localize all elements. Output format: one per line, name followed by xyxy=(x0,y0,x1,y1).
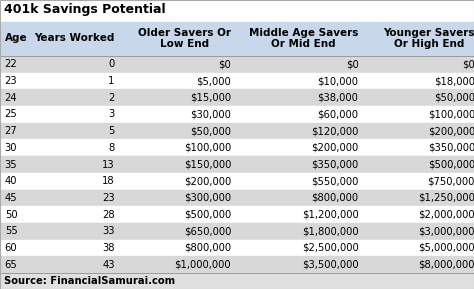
Text: 45: 45 xyxy=(5,193,18,203)
Text: $750,000: $750,000 xyxy=(428,176,474,186)
Text: 25: 25 xyxy=(5,110,18,119)
Bar xyxy=(0,89,474,106)
Text: Years Worked: Years Worked xyxy=(34,33,115,43)
Text: $38,000: $38,000 xyxy=(318,93,358,103)
Text: $300,000: $300,000 xyxy=(184,193,231,203)
Text: $120,000: $120,000 xyxy=(311,126,358,136)
Text: 55: 55 xyxy=(5,226,18,236)
Text: Age: Age xyxy=(5,33,27,43)
Text: $200,000: $200,000 xyxy=(428,126,474,136)
Bar xyxy=(0,56,474,73)
Bar xyxy=(0,0,474,22)
Text: 8: 8 xyxy=(109,143,115,153)
Text: 33: 33 xyxy=(102,226,115,236)
Text: 401k Savings Potential: 401k Savings Potential xyxy=(4,3,165,16)
Text: 65: 65 xyxy=(5,260,18,270)
Text: 18: 18 xyxy=(102,176,115,186)
Text: 3: 3 xyxy=(109,110,115,119)
Text: $8,000,000: $8,000,000 xyxy=(419,260,474,270)
Text: $18,000: $18,000 xyxy=(434,76,474,86)
Text: $2,000,000: $2,000,000 xyxy=(419,210,474,220)
Text: 38: 38 xyxy=(102,243,115,253)
Bar xyxy=(0,206,474,223)
Text: $30,000: $30,000 xyxy=(190,110,231,119)
Text: $3,000,000: $3,000,000 xyxy=(419,226,474,236)
Text: $1,250,000: $1,250,000 xyxy=(418,193,474,203)
Bar xyxy=(0,173,474,190)
Text: $500,000: $500,000 xyxy=(184,210,231,220)
Bar xyxy=(0,256,474,273)
Text: 5: 5 xyxy=(109,126,115,136)
Text: $3,500,000: $3,500,000 xyxy=(302,260,358,270)
Text: $10,000: $10,000 xyxy=(318,76,358,86)
Text: Younger Savers
Or High End: Younger Savers Or High End xyxy=(383,28,474,49)
Bar xyxy=(0,223,474,240)
Text: $50,000: $50,000 xyxy=(434,93,474,103)
Bar xyxy=(0,73,474,89)
Text: 24: 24 xyxy=(5,93,18,103)
Text: $1,200,000: $1,200,000 xyxy=(302,210,358,220)
Text: $60,000: $60,000 xyxy=(318,110,358,119)
Text: $500,000: $500,000 xyxy=(428,160,474,170)
Bar xyxy=(0,123,474,140)
Text: 13: 13 xyxy=(102,160,115,170)
Bar xyxy=(0,190,474,206)
Text: 43: 43 xyxy=(102,260,115,270)
Text: 0: 0 xyxy=(109,59,115,69)
Text: $50,000: $50,000 xyxy=(190,126,231,136)
Text: $1,000,000: $1,000,000 xyxy=(174,260,231,270)
Text: $550,000: $550,000 xyxy=(311,176,358,186)
Text: $200,000: $200,000 xyxy=(311,143,358,153)
Text: 30: 30 xyxy=(5,143,17,153)
Text: 28: 28 xyxy=(102,210,115,220)
Bar xyxy=(0,140,474,156)
Text: 1: 1 xyxy=(109,76,115,86)
Text: 2: 2 xyxy=(109,93,115,103)
Text: $650,000: $650,000 xyxy=(184,226,231,236)
Text: 23: 23 xyxy=(102,193,115,203)
Text: 40: 40 xyxy=(5,176,17,186)
Text: $0: $0 xyxy=(462,59,474,69)
Text: 22: 22 xyxy=(5,59,18,69)
Text: $0: $0 xyxy=(346,59,358,69)
Text: $0: $0 xyxy=(219,59,231,69)
Text: $350,000: $350,000 xyxy=(311,160,358,170)
Text: $2,500,000: $2,500,000 xyxy=(302,243,358,253)
Text: 35: 35 xyxy=(5,160,18,170)
Text: Middle Age Savers
Or Mid End: Middle Age Savers Or Mid End xyxy=(249,28,358,49)
Text: $800,000: $800,000 xyxy=(311,193,358,203)
Text: $200,000: $200,000 xyxy=(184,176,231,186)
Text: Older Savers Or
Low End: Older Savers Or Low End xyxy=(138,28,231,49)
Text: Source: FinancialSamurai.com: Source: FinancialSamurai.com xyxy=(4,276,175,286)
Bar xyxy=(0,273,474,289)
Text: $5,000: $5,000 xyxy=(196,76,231,86)
Text: $5,000,000: $5,000,000 xyxy=(419,243,474,253)
Text: 60: 60 xyxy=(5,243,18,253)
Bar xyxy=(0,156,474,173)
Bar xyxy=(0,22,474,56)
Text: $15,000: $15,000 xyxy=(190,93,231,103)
Text: $100,000: $100,000 xyxy=(428,110,474,119)
Text: 50: 50 xyxy=(5,210,18,220)
Bar xyxy=(0,240,474,256)
Text: 27: 27 xyxy=(5,126,18,136)
Text: 23: 23 xyxy=(5,76,18,86)
Text: $800,000: $800,000 xyxy=(184,243,231,253)
Bar xyxy=(0,106,474,123)
Text: $350,000: $350,000 xyxy=(428,143,474,153)
Text: $1,800,000: $1,800,000 xyxy=(302,226,358,236)
Text: $150,000: $150,000 xyxy=(184,160,231,170)
Text: $100,000: $100,000 xyxy=(184,143,231,153)
